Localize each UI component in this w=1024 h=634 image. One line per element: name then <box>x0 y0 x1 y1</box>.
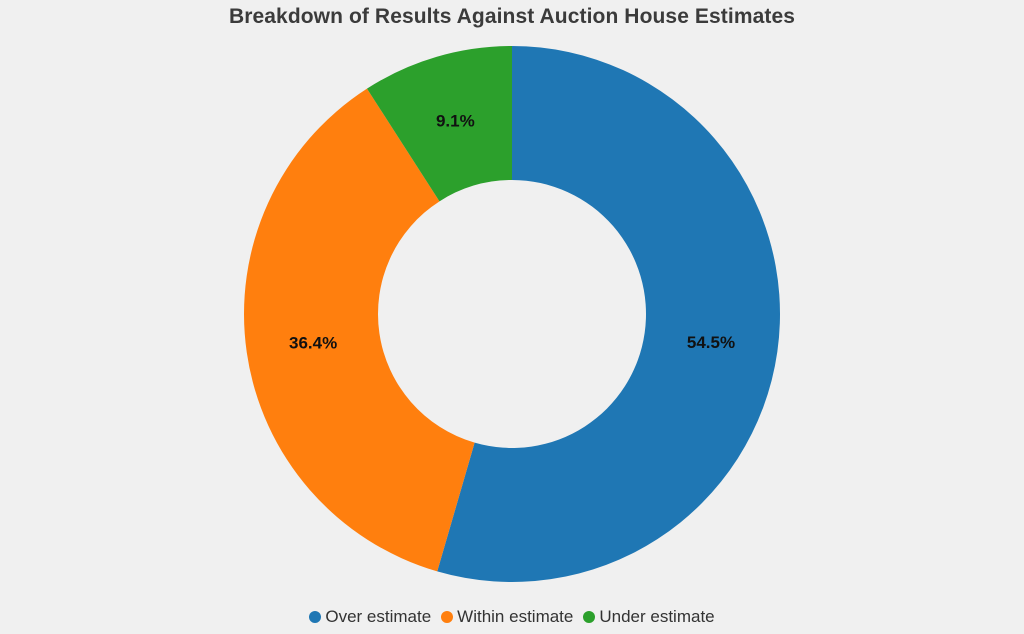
slice-under-estimate[interactable] <box>366 46 512 202</box>
legend-label-over-estimate: Over estimate <box>325 607 432 626</box>
legend-swatch-under-estimate <box>583 611 596 623</box>
legend-swatch-over-estimate <box>309 611 322 623</box>
chart-title: Breakdown of Results Against Auction Hou… <box>228 5 796 28</box>
slice-label-over-estimate: 54.5% <box>687 333 735 352</box>
slice-label-within-estimate: 36.4% <box>289 333 337 352</box>
legend-label-within-estimate: Within estimate <box>457 607 574 626</box>
legend: Over estimate Within estimate Under esti… <box>0 607 1024 627</box>
legend-item-within-estimate[interactable]: Within estimate <box>441 607 573 627</box>
slice-over-estimate[interactable] <box>437 46 781 583</box>
legend-item-over-estimate[interactable]: Over estimate <box>309 607 431 627</box>
slice-within-estimate[interactable] <box>244 88 475 572</box>
legend-item-under-estimate[interactable]: Under estimate <box>583 607 715 627</box>
donut-slices <box>244 46 781 583</box>
donut-labels: 54.5% 36.4% 9.1% <box>289 112 735 353</box>
slice-label-under-estimate: 9.1% <box>436 112 475 131</box>
legend-swatch-within-estimate <box>441 611 454 623</box>
legend-label-under-estimate: Under estimate <box>599 607 715 626</box>
